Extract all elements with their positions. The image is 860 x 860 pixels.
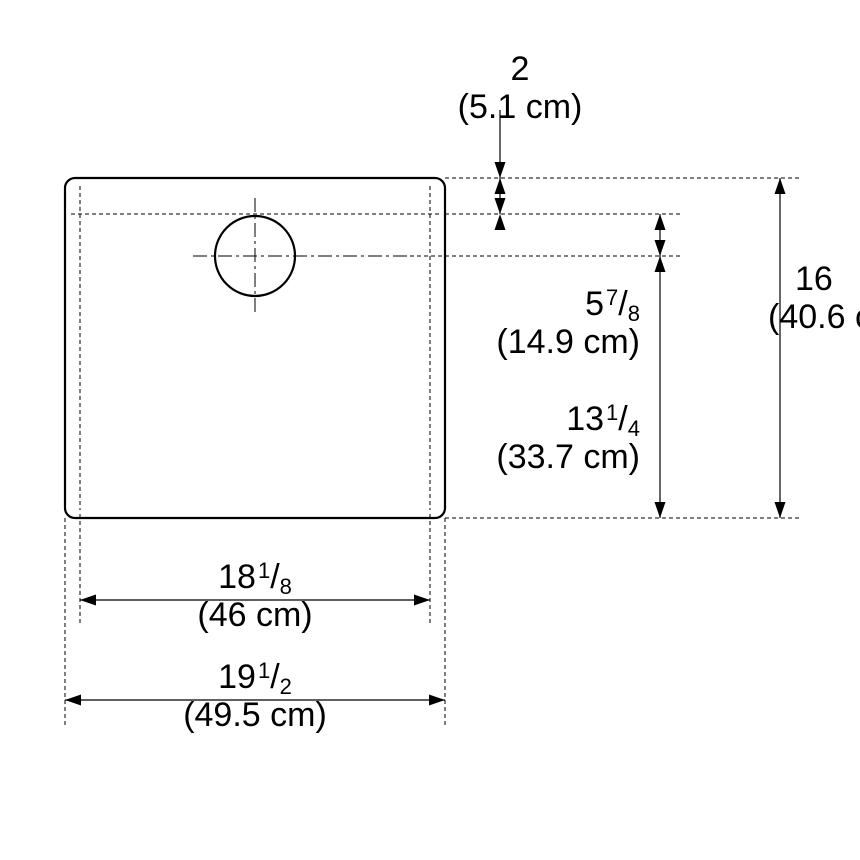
svg-text:181/8: 181/8 [218,558,292,599]
sink-dimension-diagram: 2(5.1 cm)57/8(14.9 cm)131/4(33.7 cm)16(4… [0,0,860,860]
svg-text:(49.5 cm): (49.5 cm) [183,696,327,734]
dim-ledge-to-drain: 57/8(14.9 cm) [496,285,640,361]
dim-outer-width: 191/2(49.5 cm) [183,658,327,734]
svg-text:(40.6 cm): (40.6 cm) [768,298,860,336]
svg-text:(33.7 cm): (33.7 cm) [496,438,640,476]
svg-text:57/8: 57/8 [585,285,640,326]
svg-text:2: 2 [511,50,530,88]
svg-text:(46 cm): (46 cm) [197,596,312,634]
dim-full-height: 16(40.6 cm) [768,260,860,336]
dim-drain-to-bottom: 131/4(33.7 cm) [496,400,640,476]
svg-text:16: 16 [795,260,833,298]
svg-text:191/2: 191/2 [218,658,292,699]
dim-inner-width: 181/8(46 cm) [197,558,312,634]
svg-text:(5.1 cm): (5.1 cm) [458,88,583,126]
dim-top: 2(5.1 cm) [458,50,583,126]
svg-text:131/4: 131/4 [566,400,640,441]
svg-text:(14.9 cm): (14.9 cm) [496,323,640,361]
